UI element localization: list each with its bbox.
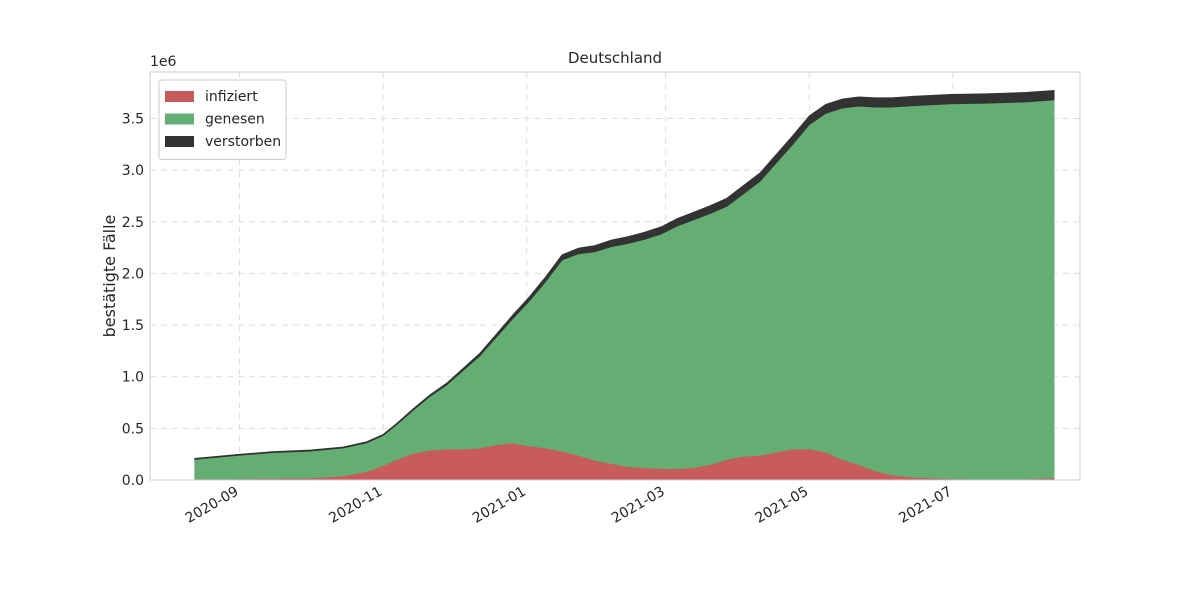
chart-title: Deutschland [568, 49, 662, 67]
legend-swatch [165, 136, 194, 147]
legend-label: infiziert [205, 89, 258, 105]
x-tick-label: 2021-01 [470, 484, 529, 527]
y-tick-label: 0.0 [122, 473, 144, 489]
y-offset-label: 1e6 [150, 54, 177, 70]
x-tick-label: 2021-03 [609, 484, 668, 527]
legend: infiziert genesen verstorben [158, 79, 287, 160]
y-tick-label: 3.5 [122, 111, 144, 127]
legend-swatch [165, 91, 194, 102]
plot-frame [149, 71, 1081, 481]
area-series [194, 89, 1055, 481]
area-verstorben [194, 89, 1055, 460]
x-tick-label: 2020-09 [183, 484, 242, 527]
x-tick-label: 2020-11 [326, 484, 385, 527]
x-tick-label: 2021-07 [896, 484, 955, 527]
area-genesen [194, 99, 1055, 480]
legend-label: verstorben [205, 134, 281, 150]
y-axis-label: bestätigte Fälle [100, 215, 119, 338]
x-tick-label: 2021-05 [753, 484, 812, 527]
legend-swatch [165, 113, 194, 125]
y-tick-label: 1.0 [122, 370, 144, 386]
y-tick-label: 1.5 [122, 318, 144, 334]
y-tick-label: 0.5 [122, 421, 144, 437]
y-tick-label: 3.0 [122, 163, 144, 179]
y-tick-label: 2.5 [122, 215, 144, 231]
y-tick-label: 2.0 [122, 266, 144, 282]
legend-label: genesen [205, 112, 265, 128]
